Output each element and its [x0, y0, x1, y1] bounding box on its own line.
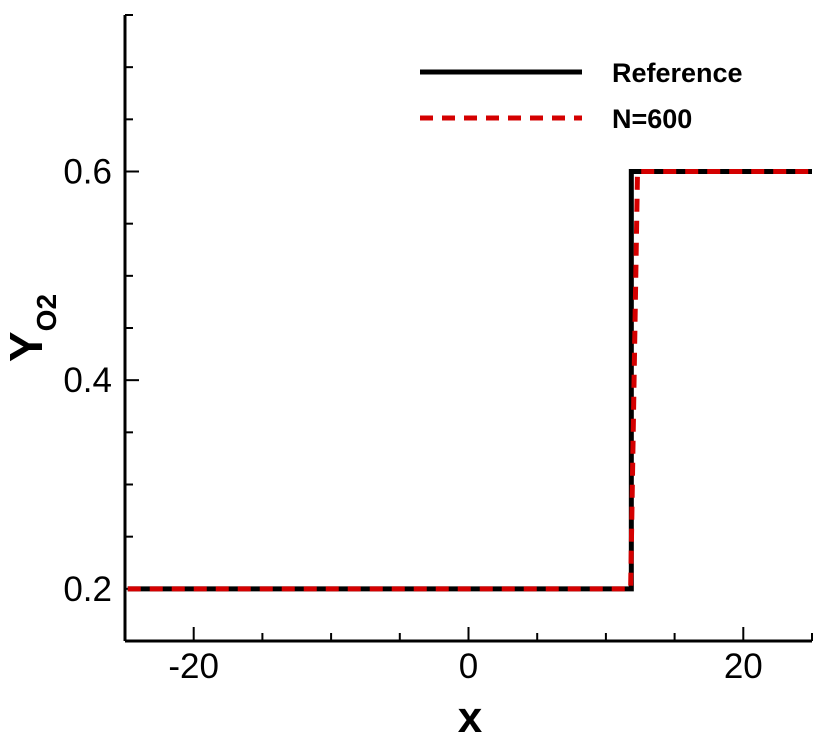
axis-ticks [124, 14, 813, 642]
x-axis-label: x [458, 693, 483, 739]
legend: Reference N=600 [420, 58, 743, 134]
series-line-2 [127, 169, 812, 592]
y-axis-label: YO2 [0, 294, 62, 362]
series-line-1 [127, 169, 812, 592]
y-tick-label: 0.4 [63, 361, 112, 400]
y-axis-label-sub: O2 [31, 294, 62, 331]
x-tick-label: -20 [168, 647, 219, 686]
svg-text:YO2: YO2 [0, 294, 62, 362]
x-tick-label: 20 [724, 647, 763, 686]
series-group [127, 169, 812, 592]
legend-label-2: N=600 [612, 104, 692, 134]
legend-label-1: Reference [612, 58, 743, 88]
plot-frame [123, 15, 812, 643]
x-tick-label: 0 [459, 647, 478, 686]
y-tick-label: 0.6 [63, 153, 112, 192]
y-tick-label: 0.2 [63, 570, 112, 609]
y-axis-label-base: Y [0, 331, 52, 362]
tick-labels: -20 0 20 0.2 0.4 0.6 [63, 153, 762, 687]
